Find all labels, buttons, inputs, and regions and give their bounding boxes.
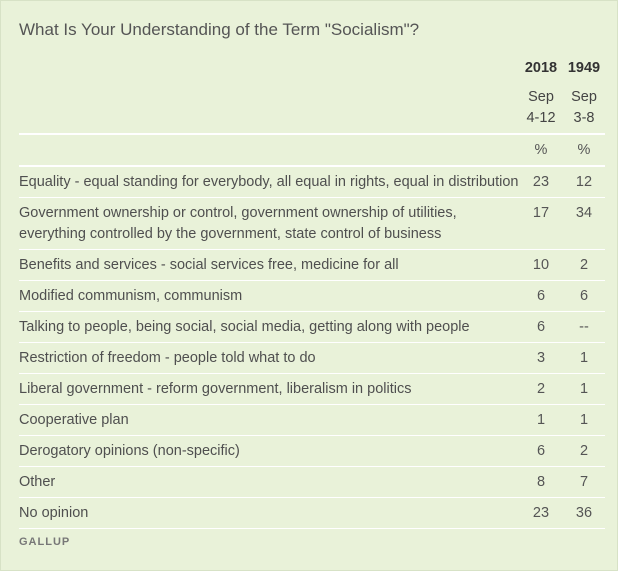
row-value-1949: 2 xyxy=(563,249,605,281)
row-label: Restriction of freedom - people told wha… xyxy=(19,342,519,374)
row-value-2018: 23 xyxy=(519,497,563,529)
data-table: 2018 1949 Sep 4-12 Sep 3-8 % % Equality - … xyxy=(19,54,605,529)
row-value-1949: 6 xyxy=(563,280,605,312)
table-row: Restriction of freedom - people told wha… xyxy=(19,342,605,374)
row-label: Equality - equal standing for everybody,… xyxy=(19,166,519,198)
column-dates-1949-line1: Sep xyxy=(571,89,597,105)
row-value-2018: 17 xyxy=(519,197,563,250)
row-value-2018: 10 xyxy=(519,249,563,281)
column-year-1949: 1949 xyxy=(567,60,601,76)
dates-header-row: Sep 4-12 Sep 3-8 xyxy=(19,83,605,135)
table-row: Benefits and services - social services … xyxy=(19,249,605,281)
row-value-1949: 1 xyxy=(563,342,605,374)
column-unit-1949: % xyxy=(563,134,605,167)
row-label: Liberal government - reform government, … xyxy=(19,373,519,405)
row-value-1949: 2 xyxy=(563,435,605,467)
header-blank xyxy=(19,54,519,83)
table-row: Modified communism, communism 6 6 xyxy=(19,280,605,312)
row-label: Benefits and services - social services … xyxy=(19,249,519,281)
row-label: Government ownership or control, governm… xyxy=(19,197,519,250)
chart-title: What Is Your Understanding of the Term "… xyxy=(19,20,420,39)
row-value-2018: 3 xyxy=(519,342,563,374)
column-dates-1949: Sep 3-8 xyxy=(563,83,605,135)
row-value-2018: 23 xyxy=(519,166,563,198)
row-label: Talking to people, being social, social … xyxy=(19,311,519,343)
row-value-1949: -- xyxy=(563,311,605,343)
table-row: Cooperative plan 1 1 xyxy=(19,404,605,436)
unit-header-row: % % xyxy=(19,134,605,167)
column-year-2018: 2018 xyxy=(524,60,558,76)
column-dates-2018: Sep 4-12 xyxy=(519,83,563,135)
table-row: Government ownership or control, governm… xyxy=(19,197,605,250)
row-value-2018: 6 xyxy=(519,280,563,312)
row-value-1949: 12 xyxy=(563,166,605,198)
header-blank xyxy=(19,83,519,135)
row-value-1949: 34 xyxy=(563,197,605,250)
row-value-1949: 7 xyxy=(563,466,605,498)
row-label: Modified communism, communism xyxy=(19,280,519,312)
row-value-2018: 2 xyxy=(519,373,563,405)
table-row: Equality - equal standing for everybody,… xyxy=(19,166,605,198)
column-unit-2018: % xyxy=(519,134,563,167)
column-dates-1949-line2: 3-8 xyxy=(573,110,595,126)
row-value-2018: 1 xyxy=(519,404,563,436)
table-row: Derogatory opinions (non-specific) 6 2 xyxy=(19,435,605,467)
row-value-2018: 6 xyxy=(519,311,563,343)
row-value-1949: 36 xyxy=(563,497,605,529)
row-value-1949: 1 xyxy=(563,404,605,436)
table-row: Talking to people, being social, social … xyxy=(19,311,605,343)
row-label: Derogatory opinions (non-specific) xyxy=(19,435,519,467)
table-row: No opinion 23 36 xyxy=(19,497,605,529)
row-label: Cooperative plan xyxy=(19,404,519,436)
row-value-2018: 8 xyxy=(519,466,563,498)
row-label: No opinion xyxy=(19,497,519,529)
row-value-1949: 1 xyxy=(563,373,605,405)
year-header-row: 2018 1949 xyxy=(19,54,605,83)
row-label: Other xyxy=(19,466,519,498)
column-dates-2018-line2: 4-12 xyxy=(526,110,556,126)
table-row: Other 8 7 xyxy=(19,466,605,498)
table-row: Liberal government - reform government, … xyxy=(19,373,605,405)
header-blank xyxy=(19,134,519,167)
column-dates-2018-line1: Sep xyxy=(528,89,554,105)
row-value-2018: 6 xyxy=(519,435,563,467)
source-label: GALLUP xyxy=(19,536,71,548)
